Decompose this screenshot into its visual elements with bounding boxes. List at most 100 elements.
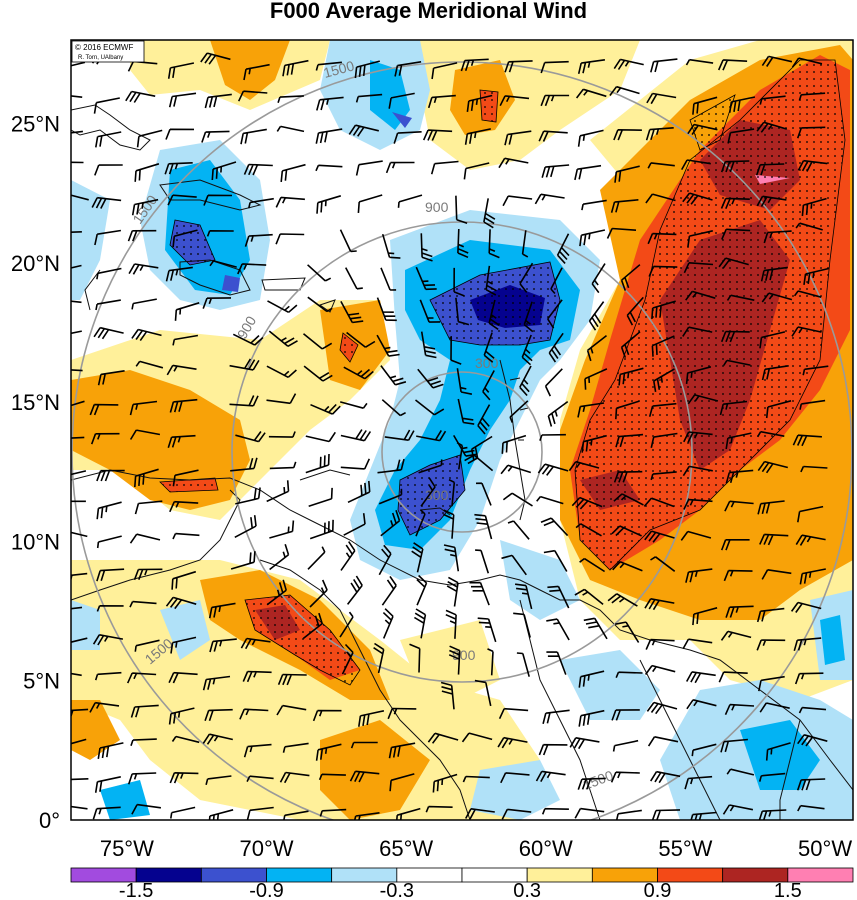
wind-barb xyxy=(723,359,751,366)
wind-barb xyxy=(488,229,500,259)
wind-barb xyxy=(482,370,495,401)
wind-barb xyxy=(305,453,330,474)
wind-barb xyxy=(126,672,157,684)
wind-barb xyxy=(71,606,83,610)
wind-barb xyxy=(235,487,261,505)
wind-barb xyxy=(237,90,268,102)
wind-barb xyxy=(613,493,644,506)
wind-barb xyxy=(581,199,607,211)
wind-barb xyxy=(319,808,347,817)
wind-barb xyxy=(353,812,380,820)
ring-label-900: 900 xyxy=(425,199,449,215)
wind-barb xyxy=(354,60,381,79)
lat-label: 15°N xyxy=(11,390,60,415)
wind-barb xyxy=(648,265,678,277)
wind-barb xyxy=(578,709,605,727)
wind-barb xyxy=(644,530,675,543)
wind-barb xyxy=(380,267,397,291)
wind-barb xyxy=(644,598,675,611)
wind-barb xyxy=(682,638,713,650)
wind-barb xyxy=(574,807,605,819)
wind-barb xyxy=(302,612,323,640)
wind-barb xyxy=(204,708,233,722)
lon-label: 50°W xyxy=(798,836,852,861)
wind-barb xyxy=(650,471,677,481)
colorbar xyxy=(70,867,854,883)
colorbar-labels: -1.5 -0.9 -0.3 0.3 0.9 1.5 xyxy=(119,880,802,900)
wind-barb xyxy=(691,743,717,757)
lon-label: 70°W xyxy=(239,836,293,861)
wind-barb xyxy=(620,264,641,291)
wind-barb xyxy=(523,301,534,333)
wind-barb xyxy=(347,480,371,504)
wind-barb xyxy=(440,681,455,710)
wind-barb xyxy=(378,488,403,505)
wind-barb xyxy=(610,199,639,213)
wind-barb xyxy=(577,777,606,790)
wind-barb xyxy=(309,579,328,608)
wind-barb xyxy=(266,579,287,606)
wind-barb xyxy=(720,197,750,210)
wind-barb xyxy=(577,129,604,147)
coastlines xyxy=(71,104,853,820)
wind-barb xyxy=(235,431,266,443)
wind-barb xyxy=(450,336,462,365)
wind-barb xyxy=(646,701,678,715)
wind-barb xyxy=(721,228,751,240)
wind-barb xyxy=(171,735,200,744)
wind-barb xyxy=(172,229,198,248)
wind-barb xyxy=(229,358,260,371)
wind-barb xyxy=(96,605,124,612)
wind-barb xyxy=(763,230,792,244)
credit-line-2: R. Torn, UAlbany xyxy=(78,55,123,61)
wind-barb xyxy=(234,515,257,539)
wind-barb xyxy=(685,58,714,66)
wind-barb xyxy=(612,560,643,572)
wind-barb xyxy=(483,332,495,363)
wind-barb xyxy=(791,326,822,337)
wind-barb xyxy=(71,637,88,643)
wind-barb xyxy=(795,222,823,231)
wind-barb xyxy=(208,809,234,820)
wind-barb xyxy=(475,482,492,506)
wind-barb xyxy=(519,365,532,397)
wind-barb xyxy=(504,130,532,146)
colorbar-label: 0.3 xyxy=(513,880,541,900)
wind-barb xyxy=(681,159,711,170)
wind-barb xyxy=(723,569,753,582)
wind-barb xyxy=(651,300,676,319)
wind-barb xyxy=(411,542,424,573)
wind-barb xyxy=(501,554,527,576)
wind-barb xyxy=(95,299,121,311)
wind-barb xyxy=(718,257,749,269)
wind-barb xyxy=(569,737,600,750)
wind-barb xyxy=(393,131,422,144)
wind-barb xyxy=(761,365,789,381)
wind-barb xyxy=(96,568,125,582)
wind-barb xyxy=(516,652,530,677)
wind-barb xyxy=(798,92,826,101)
wind-barb xyxy=(575,523,602,537)
wind-barb xyxy=(378,544,392,576)
wind-barb xyxy=(445,609,457,639)
wind-barb xyxy=(725,605,754,618)
wind-barb xyxy=(498,157,529,169)
wind-barb xyxy=(547,400,569,427)
wind-barb xyxy=(232,333,264,346)
wind-barb xyxy=(415,266,437,291)
wind-barb xyxy=(586,334,607,362)
wind-barb xyxy=(645,638,675,650)
wind-barb xyxy=(464,808,495,820)
wind-barb xyxy=(692,96,718,115)
wind-barb xyxy=(209,260,237,268)
wind-barb xyxy=(165,596,197,610)
wind-barb xyxy=(268,330,298,347)
wind-barb xyxy=(415,399,445,416)
wind-barb xyxy=(720,539,750,551)
wind-barb xyxy=(307,264,332,282)
wind-barb xyxy=(381,575,397,606)
wind-barb xyxy=(584,368,608,390)
wind-barb xyxy=(540,60,569,74)
lon-label: 60°W xyxy=(519,836,573,861)
wind-barb xyxy=(431,62,458,80)
